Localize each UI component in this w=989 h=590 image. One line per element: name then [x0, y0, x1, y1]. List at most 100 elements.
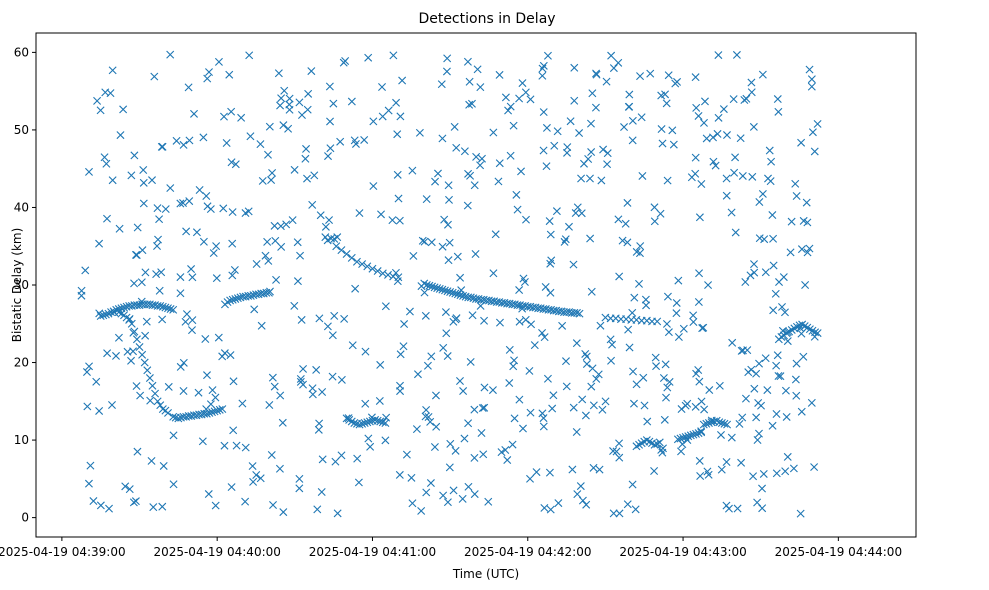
clutter-point: [695, 269, 704, 278]
track-point: [358, 419, 367, 428]
clutter-point: [105, 504, 114, 513]
clutter-point: [638, 171, 647, 180]
clutter-point: [719, 105, 728, 114]
clutter-point: [103, 349, 112, 358]
clutter-point: [772, 361, 781, 370]
y-tick-label: 30: [14, 278, 29, 292]
clutter-point: [405, 307, 414, 316]
clutter-point: [275, 464, 284, 473]
clutter-point: [310, 171, 319, 180]
clutter-point: [250, 305, 259, 314]
clutter-point: [573, 490, 582, 499]
clutter-point: [139, 166, 148, 174]
clutter-point: [413, 370, 422, 379]
clutter-point: [546, 288, 555, 297]
clutter-point: [722, 191, 731, 200]
clutter-point: [331, 457, 340, 466]
clutter-point: [746, 271, 755, 280]
clutter-point: [640, 401, 649, 410]
clutter-point: [270, 382, 279, 391]
clutter-point: [354, 478, 363, 487]
clutter-point: [92, 377, 101, 386]
clutter-point: [238, 399, 247, 408]
clutter-point: [464, 482, 473, 491]
track-point: [378, 418, 387, 427]
clutter-point: [480, 403, 489, 412]
clutter-point: [148, 176, 156, 185]
track-point: [246, 291, 255, 300]
track-point: [130, 327, 139, 336]
clutter-point: [154, 235, 163, 244]
clutter-point: [422, 488, 431, 497]
clutter-point: [393, 170, 402, 179]
clutter-point: [621, 219, 630, 228]
x-tick-label: 2025-04-19 04:41:00: [309, 545, 436, 559]
clutter-point: [277, 94, 286, 103]
clutter-point: [431, 391, 440, 400]
track-point: [435, 284, 444, 293]
clutter-point: [364, 434, 373, 443]
clutter-point: [781, 467, 790, 476]
clutter-point: [299, 380, 308, 389]
track-point: [215, 405, 224, 414]
clutter-point: [285, 100, 294, 109]
clutter-point: [155, 286, 164, 295]
clutter-point: [455, 377, 464, 385]
clutter-point: [755, 198, 764, 206]
clutter-point: [732, 50, 741, 59]
clutter-point: [445, 195, 453, 204]
track-point: [208, 408, 216, 417]
clutter-point: [691, 153, 700, 162]
clutter-point: [449, 317, 458, 326]
clutter-point: [337, 375, 346, 384]
clutter-point: [302, 144, 311, 153]
clutter-point: [671, 79, 680, 88]
clutter-point: [650, 203, 659, 212]
clutter-point: [229, 377, 238, 386]
clutter-point: [467, 99, 476, 108]
clutter-point: [261, 251, 270, 260]
clutter-point: [705, 386, 714, 395]
clutter-point: [315, 314, 324, 323]
clutter-point: [232, 441, 241, 450]
clutter-point: [399, 342, 408, 351]
clutter-point: [285, 94, 294, 103]
clutter-point: [139, 199, 148, 208]
clutter-point: [520, 278, 529, 287]
clutter-point: [776, 372, 785, 381]
clutter-point: [220, 441, 229, 450]
clutter-point: [698, 324, 707, 333]
clutter-point: [237, 113, 246, 122]
track-point: [422, 281, 431, 289]
track-point: [213, 406, 222, 415]
y-axis: 0 10 20 30 40 50 60: [14, 45, 36, 525]
track-point: [337, 246, 346, 255]
track-point: [161, 303, 170, 312]
clutter-point: [572, 339, 581, 348]
clutter-point: [249, 477, 258, 486]
clutter-point: [802, 198, 811, 207]
clutter-point: [412, 425, 421, 434]
track-point: [438, 285, 447, 294]
clutter-point: [540, 503, 549, 512]
clutter-point: [364, 53, 373, 62]
clutter-point: [432, 422, 441, 431]
clutter-point: [588, 89, 597, 98]
clutter-point: [473, 65, 482, 74]
track-point: [202, 409, 211, 418]
clutter-point: [480, 316, 489, 325]
clutter-point: [632, 247, 641, 256]
clutter-point: [578, 496, 587, 505]
clutter-point: [538, 64, 547, 73]
clutter-point: [623, 500, 632, 509]
clutter-point: [108, 176, 117, 185]
clutter-point: [152, 270, 161, 279]
clutter-point: [628, 136, 637, 145]
track-point: [127, 319, 136, 328]
clutter-point: [252, 471, 261, 479]
clutter-point: [112, 351, 120, 360]
clutter-point: [769, 234, 778, 243]
clutter-point: [318, 388, 327, 397]
clutter-point: [185, 197, 194, 206]
clutter-point: [133, 447, 142, 456]
